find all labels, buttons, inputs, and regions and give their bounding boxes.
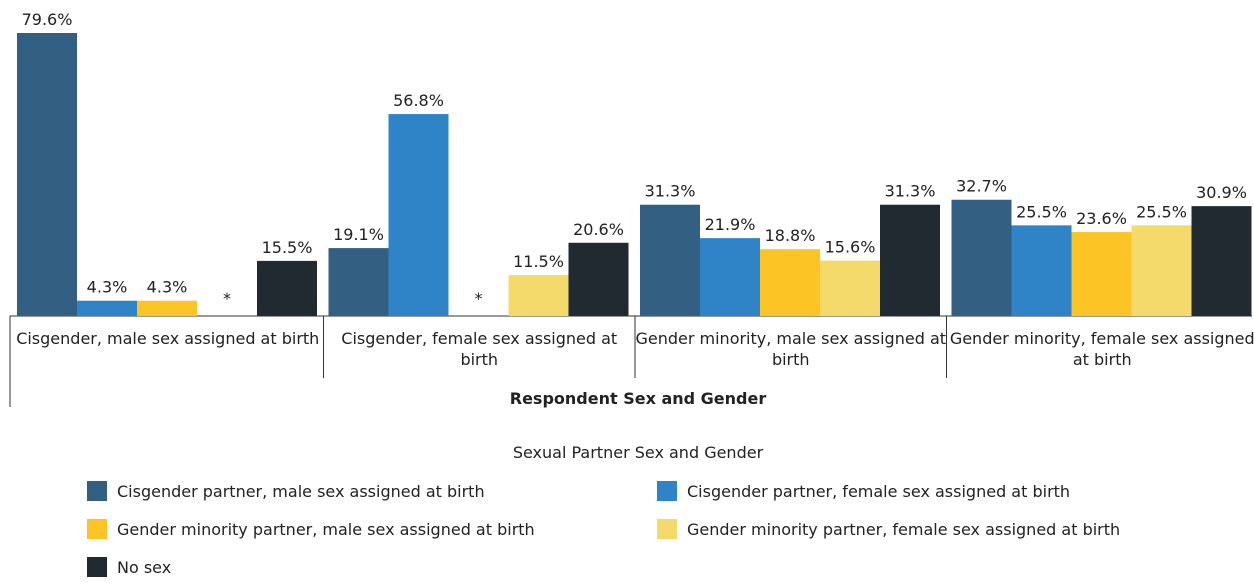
bar: [951, 199, 1012, 316]
bar: [1071, 232, 1132, 316]
legend-label: Gender minority partner, female sex assi…: [687, 520, 1121, 539]
bar: [257, 260, 317, 316]
bar: [508, 275, 569, 316]
legend-label: Cisgender partner, female sex assigned a…: [687, 482, 1071, 501]
bar: [640, 204, 700, 316]
x-tick-label: Cisgender, female sex assigned at birth: [341, 329, 618, 369]
x-axis-title: Respondent Sex and Gender: [510, 389, 767, 408]
legend-label: Gender minority partner, male sex assign…: [117, 520, 535, 539]
data-label: 21.9%: [705, 215, 756, 234]
x-tick-label: Cisgender, male sex assigned at birth: [16, 329, 320, 348]
bar: [1191, 206, 1252, 316]
legend-label: No sex: [117, 558, 172, 577]
data-label: 15.5%: [262, 238, 313, 257]
data-label: 15.6%: [825, 238, 876, 257]
data-label: 4.3%: [147, 278, 188, 297]
data-label: *: [475, 289, 483, 308]
legend-swatch: [657, 519, 677, 539]
data-label: 31.3%: [885, 182, 936, 201]
bar: [820, 260, 880, 316]
x-tick-label: Gender minority, female sex assigned at …: [949, 329, 1254, 369]
data-label: 19.1%: [333, 225, 384, 244]
data-label: 18.8%: [765, 226, 816, 245]
bar: [388, 114, 449, 316]
bar: [700, 238, 760, 316]
legend-swatch: [87, 481, 107, 501]
bar: [760, 249, 820, 316]
bar: [568, 242, 629, 316]
bar: [137, 300, 197, 316]
bar: [880, 204, 940, 316]
data-label: 20.6%: [573, 220, 624, 239]
bar: [77, 300, 137, 316]
data-label: 25.5%: [1016, 202, 1067, 221]
data-label: 32.7%: [956, 177, 1007, 196]
bar: [1131, 225, 1192, 316]
data-label: 25.5%: [1136, 202, 1187, 221]
data-label: *: [223, 289, 231, 308]
bar: [1011, 225, 1072, 316]
data-label: 56.8%: [393, 91, 444, 110]
data-label: 31.3%: [645, 182, 696, 201]
bar: [17, 33, 77, 316]
legend-swatch: [87, 519, 107, 539]
legend-label: Cisgender partner, male sex assigned at …: [117, 482, 485, 501]
data-label: 11.5%: [513, 252, 564, 271]
data-label: 79.6%: [22, 10, 73, 29]
legend-title: Sexual Partner Sex and Gender: [513, 443, 764, 462]
bar: [328, 248, 389, 316]
legend-swatch: [87, 557, 107, 577]
data-label: 4.3%: [87, 278, 128, 297]
data-label: 23.6%: [1076, 209, 1127, 228]
x-tick-label: Gender minority, male sex assigned at bi…: [635, 329, 947, 369]
data-label: 30.9%: [1196, 183, 1247, 202]
legend-swatch: [657, 481, 677, 501]
